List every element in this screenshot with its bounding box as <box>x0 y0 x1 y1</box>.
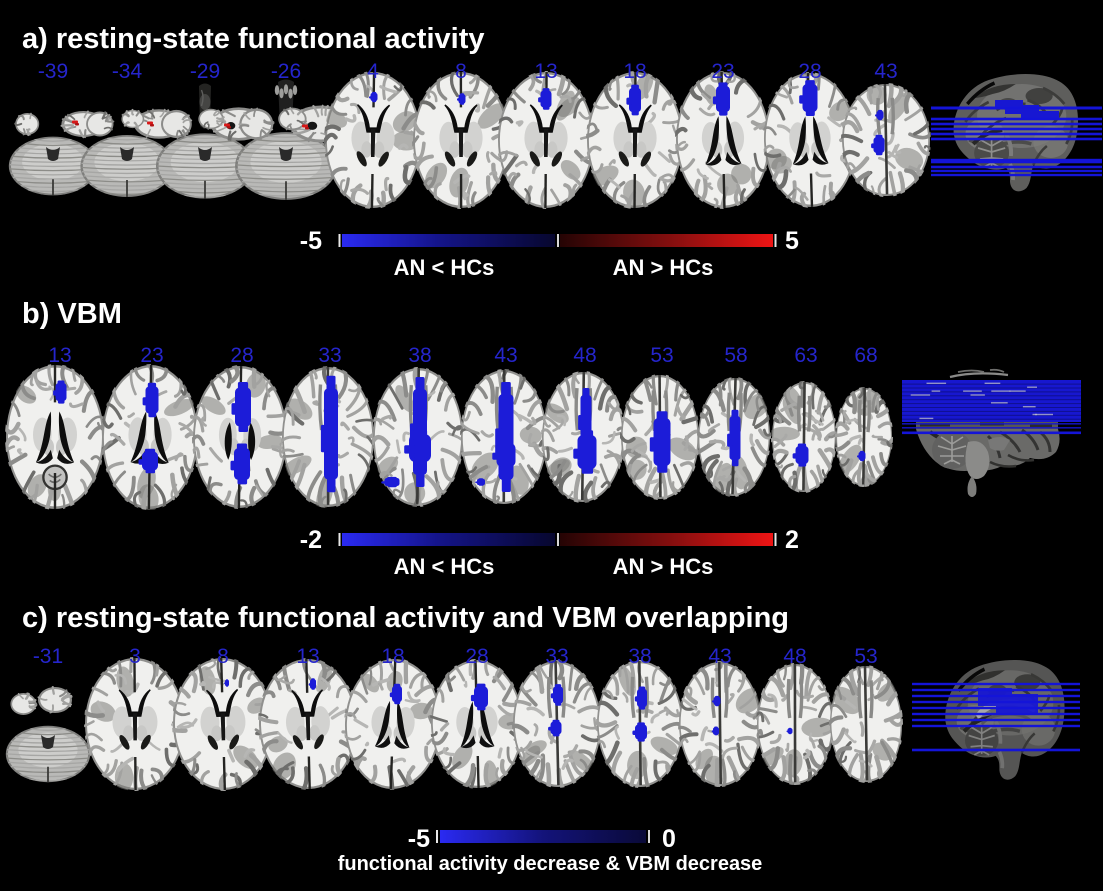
svg-text:-2: -2 <box>300 526 322 554</box>
svg-text:-39: -39 <box>38 60 68 83</box>
svg-text:53: 53 <box>854 645 877 668</box>
svg-text:-34: -34 <box>112 60 143 83</box>
svg-text:18: 18 <box>623 60 646 83</box>
svg-text:63: 63 <box>794 344 817 367</box>
svg-text:AN > HCs: AN > HCs <box>613 554 714 579</box>
svg-text:43: 43 <box>708 645 731 668</box>
svg-text:-31: -31 <box>33 645 63 668</box>
svg-text:18: 18 <box>381 645 404 668</box>
svg-text:48: 48 <box>573 344 596 367</box>
svg-text:68: 68 <box>854 344 877 367</box>
svg-text:38: 38 <box>408 344 431 367</box>
svg-text:AN < HCs: AN < HCs <box>394 554 495 579</box>
svg-text:functional activity decrease &: functional activity decrease & VBM decre… <box>338 853 763 875</box>
svg-text:13: 13 <box>296 645 319 668</box>
svg-text:8: 8 <box>217 645 229 668</box>
svg-text:28: 28 <box>798 60 821 83</box>
svg-text:43: 43 <box>494 344 517 367</box>
svg-text:a) resting-state functional ac: a) resting-state functional activity <box>22 23 485 55</box>
svg-text:8: 8 <box>455 60 467 83</box>
svg-text:33: 33 <box>318 344 341 367</box>
svg-text:23: 23 <box>140 344 163 367</box>
svg-text:48: 48 <box>783 645 806 668</box>
svg-text:28: 28 <box>465 645 488 668</box>
svg-text:13: 13 <box>48 344 71 367</box>
svg-text:5: 5 <box>785 227 799 255</box>
svg-text:-29: -29 <box>190 60 220 83</box>
svg-text:28: 28 <box>230 344 253 367</box>
svg-text:0: 0 <box>662 825 676 853</box>
svg-text:58: 58 <box>724 344 747 367</box>
svg-text:13: 13 <box>534 60 557 83</box>
svg-text:2: 2 <box>785 526 799 554</box>
svg-text:-5: -5 <box>300 227 322 255</box>
svg-text:-26: -26 <box>271 60 301 83</box>
svg-text:AN < HCs: AN < HCs <box>394 255 495 280</box>
svg-text:38: 38 <box>628 645 651 668</box>
svg-text:b) VBM: b) VBM <box>22 298 122 330</box>
svg-text:43: 43 <box>874 60 897 83</box>
svg-text:53: 53 <box>650 344 673 367</box>
svg-text:33: 33 <box>545 645 568 668</box>
svg-text:c) resting-state functional ac: c) resting-state functional activity and… <box>22 602 789 634</box>
svg-text:3: 3 <box>129 645 141 668</box>
svg-text:23: 23 <box>711 60 734 83</box>
svg-text:-5: -5 <box>408 825 430 853</box>
svg-text:4: 4 <box>367 60 379 83</box>
svg-text:AN > HCs: AN > HCs <box>613 255 714 280</box>
